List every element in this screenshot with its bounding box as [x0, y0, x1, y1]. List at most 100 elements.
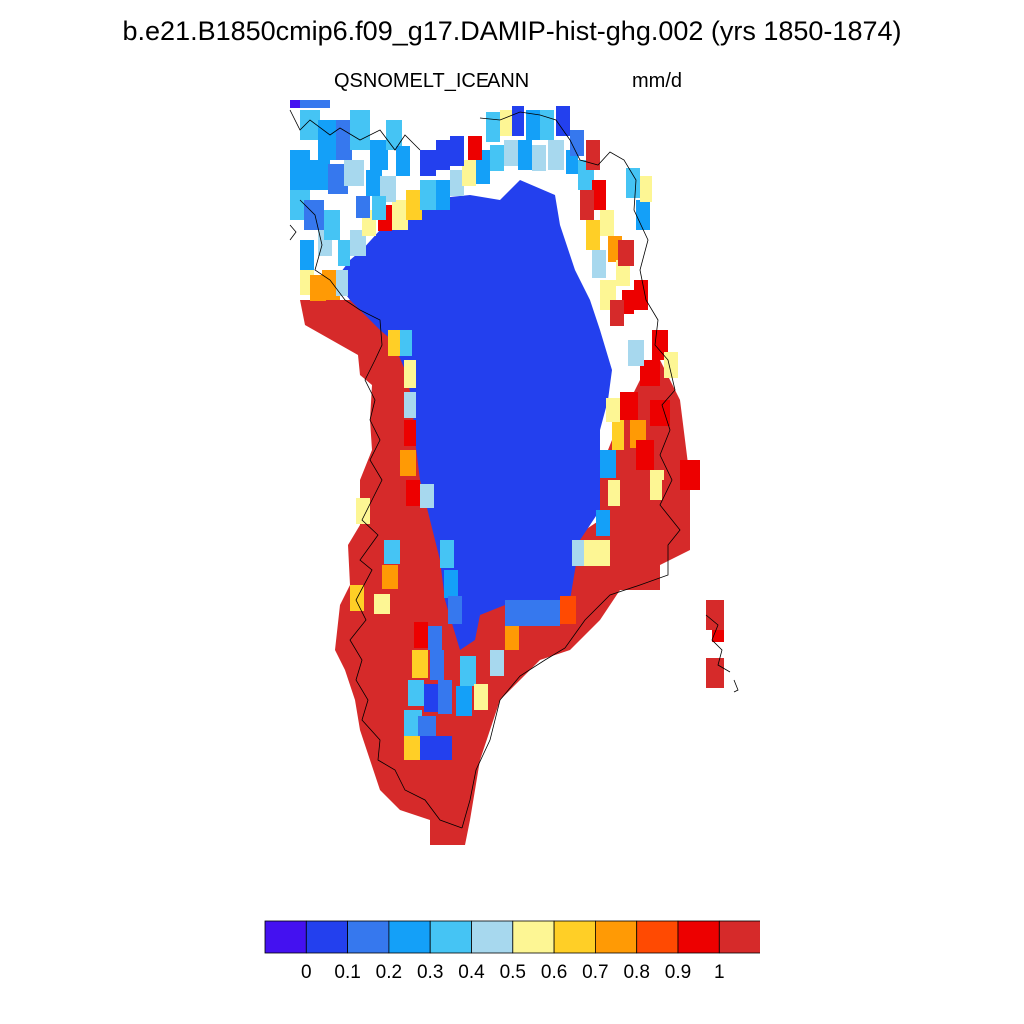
map-cell [600, 450, 616, 478]
map-cell [626, 168, 640, 198]
map-cell [380, 176, 396, 202]
map-cell [436, 180, 450, 210]
map-cell [650, 400, 670, 426]
map-cell [300, 110, 320, 140]
map-cell [408, 680, 424, 706]
map-cell [586, 140, 600, 170]
map-cell [384, 540, 400, 564]
map-cell [430, 650, 444, 680]
map-cell [622, 290, 634, 314]
map-cell [456, 686, 472, 716]
map-cell [420, 736, 452, 760]
colorbar-box [264, 920, 307, 954]
map-cell [486, 112, 500, 142]
colorbar-tick-label: 0.4 [458, 962, 485, 983]
map-cell [490, 145, 504, 171]
map-cell [436, 140, 450, 170]
map-cell [584, 540, 610, 566]
map-cell [396, 146, 410, 176]
map-cell [596, 510, 610, 536]
map-cell [706, 600, 724, 630]
map-cell [356, 498, 370, 524]
map-cell [304, 200, 324, 230]
map-cell [572, 540, 584, 566]
plot-title: b.e21.B1850cmip6.f09_g17.DAMIP-hist-ghg.… [122, 16, 902, 46]
map-cell [404, 360, 416, 388]
coastline-segment [289, 109, 421, 151]
map-cell [664, 352, 678, 378]
map-cell [338, 240, 350, 266]
map-cell [404, 420, 416, 446]
map-cell [386, 120, 402, 150]
colorbar-tick-label: 0.9 [664, 962, 692, 983]
map-cell [344, 160, 364, 186]
variable-label: QSNOMELT_ICE [334, 70, 490, 92]
map-cell [628, 340, 644, 366]
map-cell [618, 240, 634, 266]
map-cell [406, 190, 422, 220]
map-cell [300, 240, 314, 270]
greenland-map [289, 100, 739, 845]
map-cell [350, 230, 366, 256]
map-cell [414, 622, 428, 648]
map-cell [374, 594, 390, 614]
colorbar-box [388, 920, 431, 954]
map-cell [640, 360, 660, 386]
map-cell [300, 100, 330, 108]
map-cell [450, 136, 464, 166]
colorbar-box [718, 920, 760, 954]
coastline-segment [461, 111, 681, 829]
map-cell [592, 250, 606, 278]
map-cell [518, 140, 532, 170]
colorbar-box [305, 920, 348, 954]
map-cell [336, 120, 352, 160]
map-cell [610, 300, 624, 326]
map-cell [356, 196, 370, 218]
map-cell [440, 540, 454, 568]
map-cell [592, 180, 606, 210]
coastline [289, 109, 739, 829]
map-cell [366, 170, 382, 196]
coastline-segment [299, 199, 463, 829]
map-cell [460, 656, 476, 686]
map-cell [706, 658, 724, 688]
map-cell [444, 570, 458, 598]
map-cell [526, 110, 540, 140]
map-cell [350, 110, 370, 150]
map-cell [462, 160, 476, 186]
map-cell [505, 626, 519, 650]
colorbar-box [512, 920, 555, 954]
colorbar-tick-label: 1 [714, 962, 725, 983]
map-cell [540, 110, 554, 140]
map-cell [420, 150, 436, 176]
map-cell [438, 680, 452, 714]
map-cell [310, 160, 330, 190]
map-cell [560, 596, 576, 624]
map-cell [412, 650, 428, 678]
map-cell [290, 100, 302, 108]
colorbar-tick-label: 0.2 [375, 962, 403, 983]
map-cell [404, 710, 422, 736]
colorbar-box [636, 920, 679, 954]
map-cell [586, 220, 600, 250]
map-cell [680, 460, 700, 490]
map-cell [372, 196, 386, 220]
coastline-segment [733, 679, 739, 693]
coastline-segment [289, 224, 297, 241]
colorbar-tick-label: 0.6 [540, 962, 568, 983]
colorbar-box [347, 920, 390, 954]
map-cell [406, 480, 420, 506]
map-cell [500, 110, 512, 136]
colorbar-box [594, 920, 638, 954]
map-cell [474, 684, 488, 710]
map-region [300, 300, 690, 845]
colorbar-box [429, 920, 472, 954]
colorbar-tick-label: 0.5 [499, 962, 527, 983]
map-cell [490, 650, 504, 676]
map-cell [620, 392, 638, 420]
map-cell [556, 106, 570, 136]
colorbar-box [471, 920, 514, 954]
map-cell [608, 480, 620, 506]
season-label: ANN [487, 70, 530, 92]
colorbar [264, 920, 760, 954]
